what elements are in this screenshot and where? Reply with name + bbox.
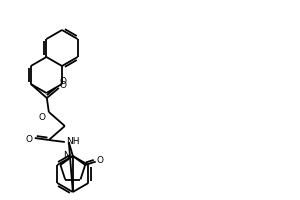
Text: O: O <box>59 76 67 86</box>
Text: O: O <box>25 134 32 144</box>
Text: O: O <box>38 112 45 121</box>
Text: O: O <box>59 82 66 90</box>
Text: O: O <box>97 156 104 165</box>
Text: N: N <box>63 152 70 160</box>
Text: NH: NH <box>66 138 80 146</box>
